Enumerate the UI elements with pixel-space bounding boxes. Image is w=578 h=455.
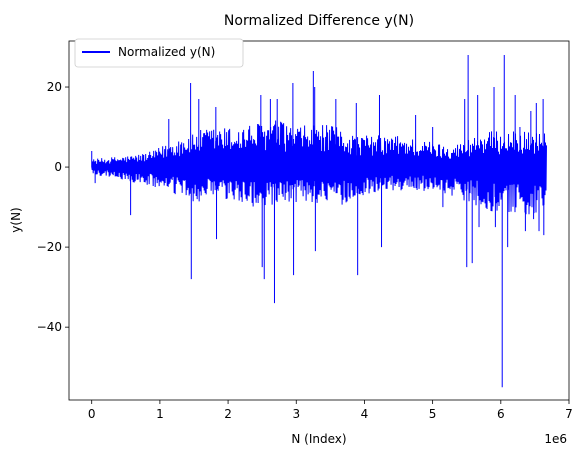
- x-tick-label: 3: [292, 407, 300, 421]
- y-tick-label: 20: [47, 80, 62, 94]
- y-tick-label: −20: [37, 240, 62, 254]
- x-tick-label: 2: [224, 407, 232, 421]
- x-tick-label: 0: [88, 407, 96, 421]
- y-axis-label: y(N): [9, 207, 23, 232]
- x-tick-label: 6: [497, 407, 505, 421]
- chart-title: Normalized Difference y(N): [224, 13, 414, 29]
- x-tick-label: 1: [156, 407, 164, 421]
- x-axis-offset-label: 1e6: [544, 432, 567, 446]
- x-tick-label: 5: [429, 407, 437, 421]
- legend: Normalized y(N): [75, 39, 243, 67]
- y-tick-label: 0: [54, 160, 62, 174]
- legend-series-label: Normalized y(N): [118, 45, 215, 59]
- x-tick-label: 4: [361, 407, 369, 421]
- x-tick-label: 7: [565, 407, 573, 421]
- y-tick-label: −40: [37, 320, 62, 334]
- x-axis-label: N (Index): [291, 432, 346, 446]
